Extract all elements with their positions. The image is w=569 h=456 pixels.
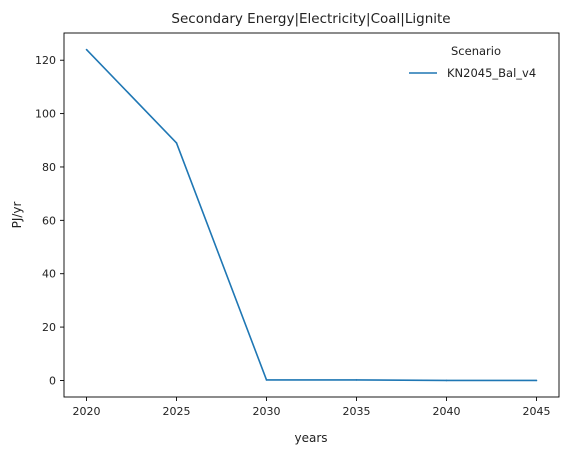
y-tick-label: 0 xyxy=(49,374,56,387)
data-point xyxy=(86,49,88,51)
data-point xyxy=(266,379,268,381)
legend: Scenario KN2045_Bal_v4 xyxy=(409,44,536,80)
data-point xyxy=(536,380,538,382)
y-tick-label: 100 xyxy=(35,108,56,121)
y-tick-label: 60 xyxy=(42,214,56,227)
x-tick-label: 2045 xyxy=(523,405,551,418)
series-layer xyxy=(86,49,538,382)
data-point xyxy=(446,380,448,382)
legend-title: Scenario xyxy=(451,44,501,58)
y-tick-label: 40 xyxy=(42,268,56,281)
y-tick-label: 80 xyxy=(42,161,56,174)
x-tick-label: 2040 xyxy=(433,405,461,418)
y-axis-label: PJ/yr xyxy=(10,202,24,229)
series-line-0 xyxy=(87,50,537,381)
chart-title: Secondary Energy|Electricity|Coal|Lignit… xyxy=(171,11,450,27)
y-axis: 0 20 40 60 80 100 120 xyxy=(35,54,64,387)
data-point xyxy=(356,379,358,381)
x-tick-label: 2035 xyxy=(343,405,371,418)
legend-label: KN2045_Bal_v4 xyxy=(447,66,536,80)
x-axis: 2020 2025 2030 2035 2040 2045 xyxy=(73,397,551,418)
data-point xyxy=(176,142,178,144)
x-tick-label: 2020 xyxy=(73,405,101,418)
x-axis-label: years xyxy=(294,431,327,445)
y-tick-label: 20 xyxy=(42,321,56,334)
plot-area xyxy=(64,33,559,397)
x-tick-label: 2030 xyxy=(253,405,281,418)
x-tick-label: 2025 xyxy=(163,405,191,418)
y-tick-label: 120 xyxy=(35,54,56,67)
